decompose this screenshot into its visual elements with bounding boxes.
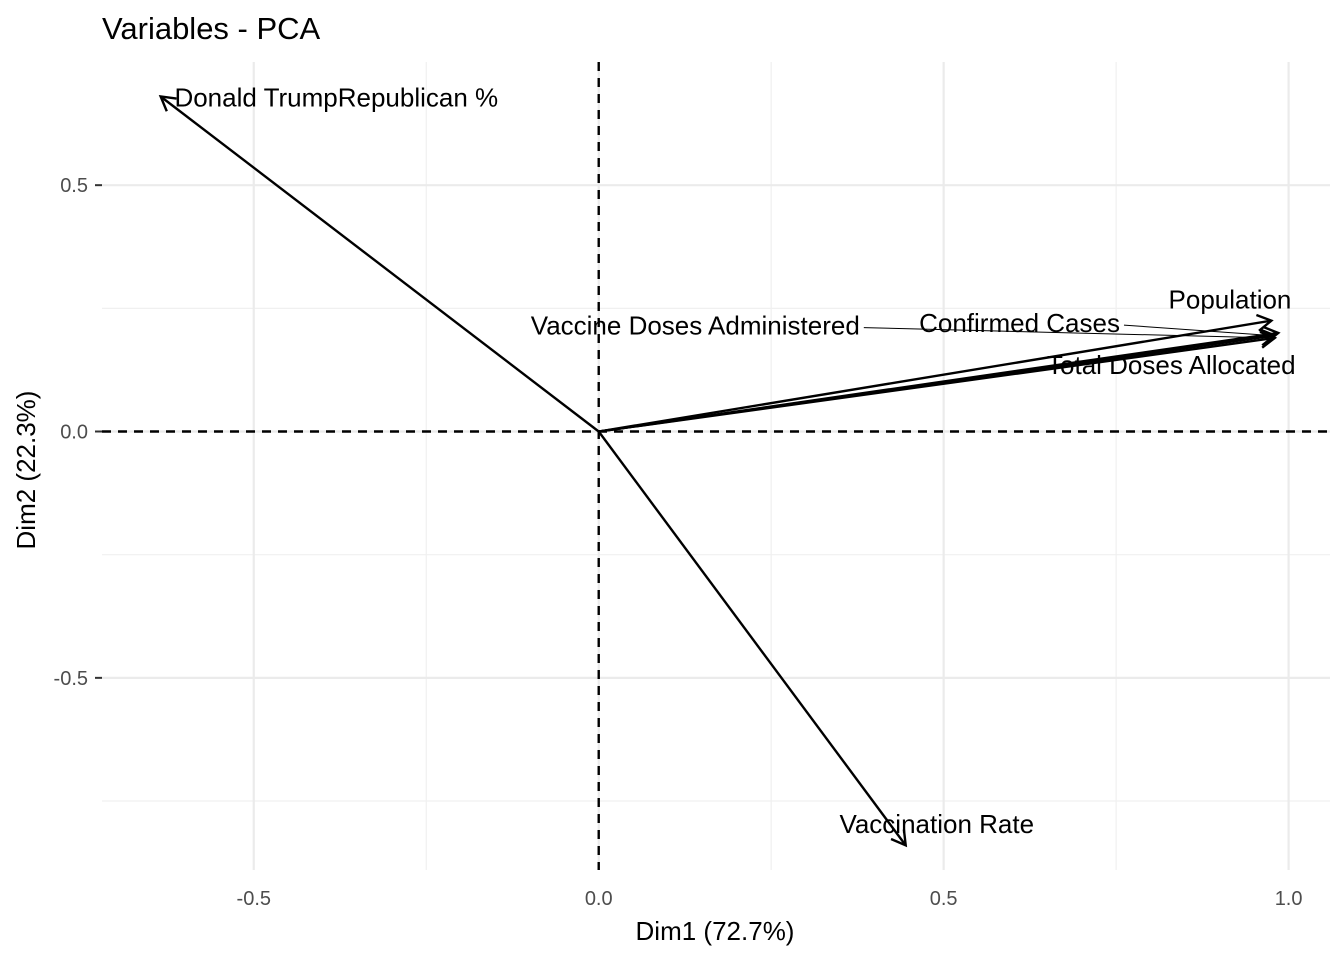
label-total-doses-allocated: Total Doses Allocated: [1047, 350, 1296, 380]
grid: [102, 62, 1330, 870]
arrowhead-vaccination-rate: [890, 829, 908, 848]
axes: -0.5 0.0 0.5 1.0 -0.5 0.0 0.5: [54, 175, 1303, 910]
y-tick-label: 0.5: [60, 175, 88, 197]
x-tick-label: 0.0: [585, 888, 613, 910]
reference-lines: [102, 62, 1330, 870]
y-tick-label: -0.5: [54, 668, 88, 690]
label-vaccine-doses-administered: Vaccine Doses Administered: [531, 311, 860, 341]
arrow-vaccination-rate: [597, 430, 907, 847]
label-population: Population: [1169, 284, 1292, 314]
chart-title: Variables - PCA: [102, 11, 321, 46]
x-axis-title: Dim1 (72.7%): [636, 916, 795, 946]
label-donald-trumprepublican: Donald TrumpRepublican %: [174, 82, 498, 112]
x-tick-label: -0.5: [237, 888, 271, 910]
variable-labels: Donald TrumpRepublican %PopulationConfir…: [174, 82, 1295, 839]
x-tick-label: 1.0: [1275, 888, 1303, 910]
arrowhead-population: [1255, 313, 1274, 332]
variable-arrows: [158, 95, 1281, 848]
x-tick-label: 0.5: [930, 888, 958, 910]
arrow-population: [598, 319, 1272, 433]
leader-confirmed-cases: [1123, 324, 1271, 336]
arrowhead-total-doses-allocated: [1262, 325, 1281, 344]
label-vaccination-rate: Vaccination Rate: [839, 809, 1034, 839]
leader-vaccine-doses-administered: [863, 327, 1271, 339]
arrow-donald-trumprepublican: [159, 95, 600, 433]
y-axis-title: Dim2 (22.3%): [11, 391, 41, 550]
arrow-total-doses-allocated: [598, 331, 1279, 433]
arrowhead-donald-trumprepublican: [158, 95, 177, 112]
y-tick-label: 0.0: [60, 422, 88, 444]
